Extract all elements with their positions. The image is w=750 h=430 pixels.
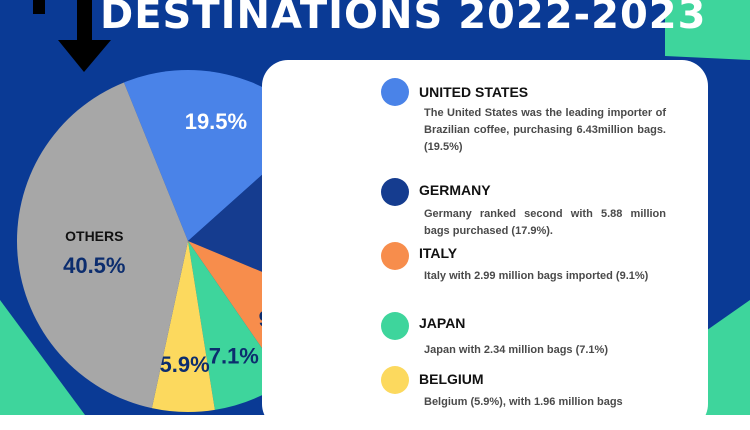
decorative-green-shape-bottom-right	[700, 300, 750, 415]
slice-value-label: 19.5%	[185, 109, 247, 134]
slice-value-label: 40.5%	[63, 253, 125, 278]
legend-name: GERMANY	[419, 182, 491, 198]
legend-description: Germany ranked second with 5.88 million …	[424, 208, 666, 237]
slice-value-label: 7.1%	[209, 343, 259, 368]
legend-dot-icon	[381, 312, 409, 340]
slice-value-label: 5.9%	[160, 352, 210, 377]
slice-name-label: OTHERS	[65, 228, 123, 244]
legend-name: JAPAN	[419, 315, 466, 331]
legend-dot-icon	[381, 178, 409, 206]
arrow-side-bar	[33, 0, 45, 14]
legend-dot-icon	[381, 242, 409, 270]
legend-name: ITALY	[419, 245, 458, 261]
arrow-shaft	[77, 0, 92, 42]
pie-slice-japan	[188, 241, 286, 410]
page-title: DESTINATIONS 2022-2023	[100, 0, 707, 38]
legend-description: Belgium (5.9%), with 1.96 million bags	[424, 396, 623, 408]
decorative-green-shape-top-right	[665, 0, 750, 60]
legend-dot-icon	[381, 366, 409, 394]
pie-slice-others	[16, 82, 188, 409]
legend-description: Italy with 2.99 million bags imported (9…	[424, 270, 649, 282]
legend-dot-icon	[381, 78, 409, 106]
pie-slice-belgium	[151, 241, 215, 413]
decorative-green-shape-bottom-left	[0, 300, 85, 415]
legend-panel	[262, 60, 708, 430]
down-arrow-icon	[58, 40, 111, 72]
legend-description: The United States was the leading import…	[424, 107, 666, 153]
legend-name: UNITED STATES	[419, 84, 529, 100]
legend-description: Japan with 2.34 million bags (7.1%)	[424, 344, 608, 356]
legend-name: BELGIUM	[419, 371, 484, 387]
